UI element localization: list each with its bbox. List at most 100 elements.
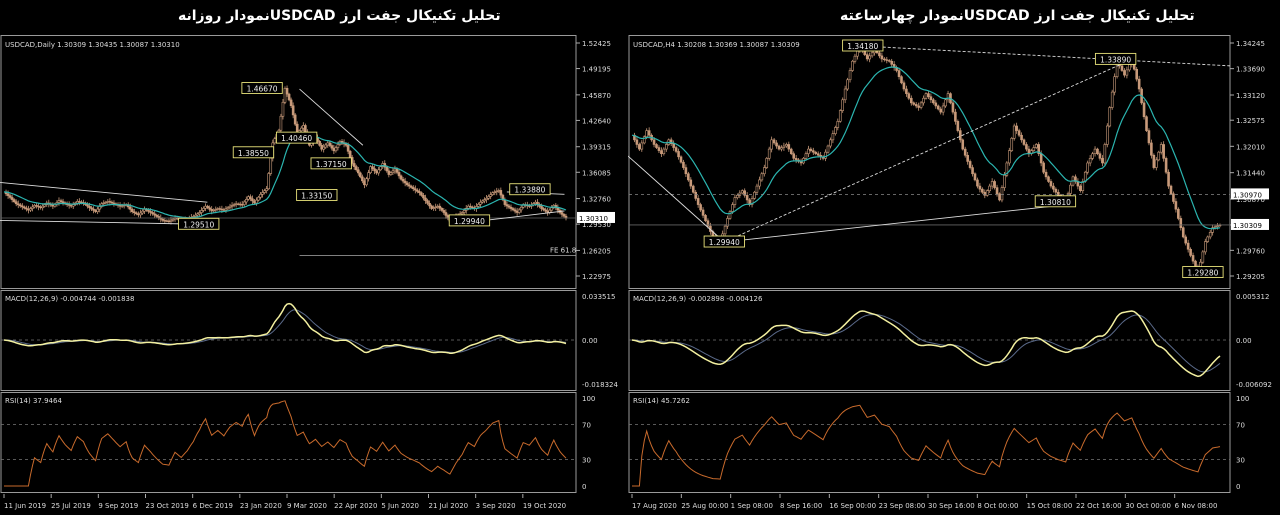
h4-candle-body bbox=[853, 55, 857, 62]
daily-candle-body bbox=[98, 206, 102, 210]
daily-macd-panel-frame bbox=[0, 290, 577, 391]
daily-rsi-label: RSI(14) 37.9464 bbox=[5, 397, 62, 405]
h4-price-label: 1.34180 bbox=[847, 42, 878, 51]
daily-candle-body bbox=[255, 199, 258, 204]
daily-candle-body bbox=[88, 205, 91, 209]
h4-candle-body bbox=[687, 173, 690, 181]
h4-candle-body bbox=[704, 215, 707, 222]
h4-candle-body bbox=[924, 93, 928, 99]
h4-candle-body bbox=[978, 185, 982, 190]
h4-rsi-ytick-label: 0 bbox=[1236, 483, 1240, 491]
h4-rsi-ytick-label: 100 bbox=[1236, 395, 1249, 403]
daily-macd-line bbox=[3, 302, 567, 354]
daily-candle-body bbox=[35, 205, 38, 207]
h4-candle-body bbox=[834, 127, 837, 134]
h4-candle-body bbox=[691, 185, 695, 193]
daily-candle-body bbox=[118, 205, 122, 207]
daily-price-panel-frame bbox=[0, 35, 577, 289]
daily-candle-body bbox=[407, 184, 411, 187]
daily-candle-body bbox=[110, 201, 114, 204]
h4-candle-body bbox=[880, 55, 884, 60]
daily-ytick-label: 1.45870 bbox=[582, 92, 611, 100]
daily-trendline bbox=[478, 210, 565, 222]
h4-candle-body bbox=[789, 148, 793, 155]
daily-candle-body bbox=[507, 205, 511, 208]
daily-candle-body bbox=[344, 143, 348, 146]
h4-candle-body bbox=[1177, 208, 1180, 219]
daily-price-label: 1.29510 bbox=[183, 220, 214, 229]
daily-candle-body bbox=[167, 220, 171, 223]
h4-candle-body bbox=[723, 225, 727, 235]
h4-candle-body bbox=[976, 179, 979, 187]
daily-chart-title: تحلیل تکنیکال جفت ارز USDCADنمودار روزان… bbox=[178, 8, 501, 24]
h4-candle-body bbox=[780, 147, 783, 150]
h4-ytick-label: 1.29760 bbox=[1236, 247, 1265, 255]
daily-candle-body bbox=[120, 205, 124, 207]
daily-candle-body bbox=[562, 214, 566, 217]
daily-trendline bbox=[299, 88, 364, 146]
h4-candle-body bbox=[728, 211, 732, 219]
daily-candle-body bbox=[332, 147, 336, 152]
daily-candle-body bbox=[348, 151, 352, 158]
daily-candle-body bbox=[69, 205, 73, 207]
daily-candle-body bbox=[12, 199, 16, 202]
h4-candle-body bbox=[1186, 242, 1190, 250]
h4-candle-body bbox=[1052, 185, 1055, 190]
daily-candle-body bbox=[299, 127, 303, 132]
h4-candle-body bbox=[878, 52, 881, 57]
h4-candle-body bbox=[1015, 125, 1018, 131]
h4-candle-body bbox=[1020, 134, 1023, 141]
daily-rsi-ytick-label: 0 bbox=[582, 483, 586, 491]
h4-candle-body bbox=[772, 139, 776, 144]
daily-candle-body bbox=[365, 178, 368, 186]
h4-candle-body bbox=[1039, 153, 1043, 164]
daily-candle-body bbox=[137, 213, 140, 216]
daily-candle-body bbox=[163, 220, 167, 222]
h4-candle-body bbox=[897, 70, 901, 77]
h4-candle-body bbox=[635, 139, 639, 145]
daily-candle-body bbox=[471, 206, 474, 209]
daily-ytick-label: 1.42640 bbox=[582, 117, 611, 125]
daily-candle-body bbox=[418, 191, 421, 194]
daily-candle-body bbox=[515, 210, 519, 213]
daily-candle-body bbox=[387, 170, 391, 175]
daily-candle-body bbox=[71, 204, 75, 207]
daily-macd-ytick-label: 0.00 bbox=[582, 337, 598, 345]
h4-candle-body bbox=[961, 139, 965, 150]
daily-candle-body bbox=[513, 209, 517, 212]
h4-candle-body bbox=[1162, 144, 1165, 159]
daily-candle-body bbox=[155, 214, 159, 217]
daily-candle-body bbox=[509, 206, 513, 209]
h4-xtick-label: 6 Nov 08:00 bbox=[1175, 502, 1218, 510]
daily-candle-body bbox=[214, 209, 218, 211]
h4-macd-signal-line bbox=[631, 313, 1221, 373]
h4-candle-body bbox=[998, 193, 1001, 201]
h4-candle-body bbox=[763, 167, 766, 175]
daily-candle-body bbox=[76, 201, 79, 204]
h4-candle-body bbox=[968, 161, 972, 168]
h4-candle-body bbox=[1054, 188, 1058, 193]
daily-candle-body bbox=[320, 144, 323, 150]
daily-macd-ytick-label: 0.033515 bbox=[582, 293, 615, 301]
h4-level-price-label: 1.30970 bbox=[1233, 191, 1262, 199]
h4-candle-body bbox=[1007, 150, 1011, 164]
daily-candle-body bbox=[251, 198, 254, 202]
h4-trendline bbox=[862, 45, 1231, 67]
h4-xtick-label: 8 Sep 16:00 bbox=[780, 502, 822, 510]
h4-candle-body bbox=[809, 148, 813, 151]
daily-candle-body bbox=[165, 220, 169, 222]
h4-candle-body bbox=[1086, 162, 1090, 173]
daily-candle-body bbox=[21, 205, 24, 208]
h4-candle-body bbox=[1184, 236, 1188, 244]
daily-candle-body bbox=[550, 207, 554, 211]
h4-price-label: 1.33890 bbox=[1100, 55, 1131, 64]
h4-candle-body bbox=[1110, 91, 1114, 108]
daily-candle-body bbox=[430, 205, 433, 209]
daily-candle-body bbox=[403, 180, 407, 184]
h4-candle-body bbox=[647, 130, 651, 136]
h4-candle-body bbox=[733, 197, 737, 205]
daily-price-label-box bbox=[178, 217, 220, 230]
h4-candle-body bbox=[1113, 76, 1116, 93]
daily-candle-body bbox=[210, 209, 213, 212]
h4-candle-body bbox=[1049, 181, 1053, 187]
